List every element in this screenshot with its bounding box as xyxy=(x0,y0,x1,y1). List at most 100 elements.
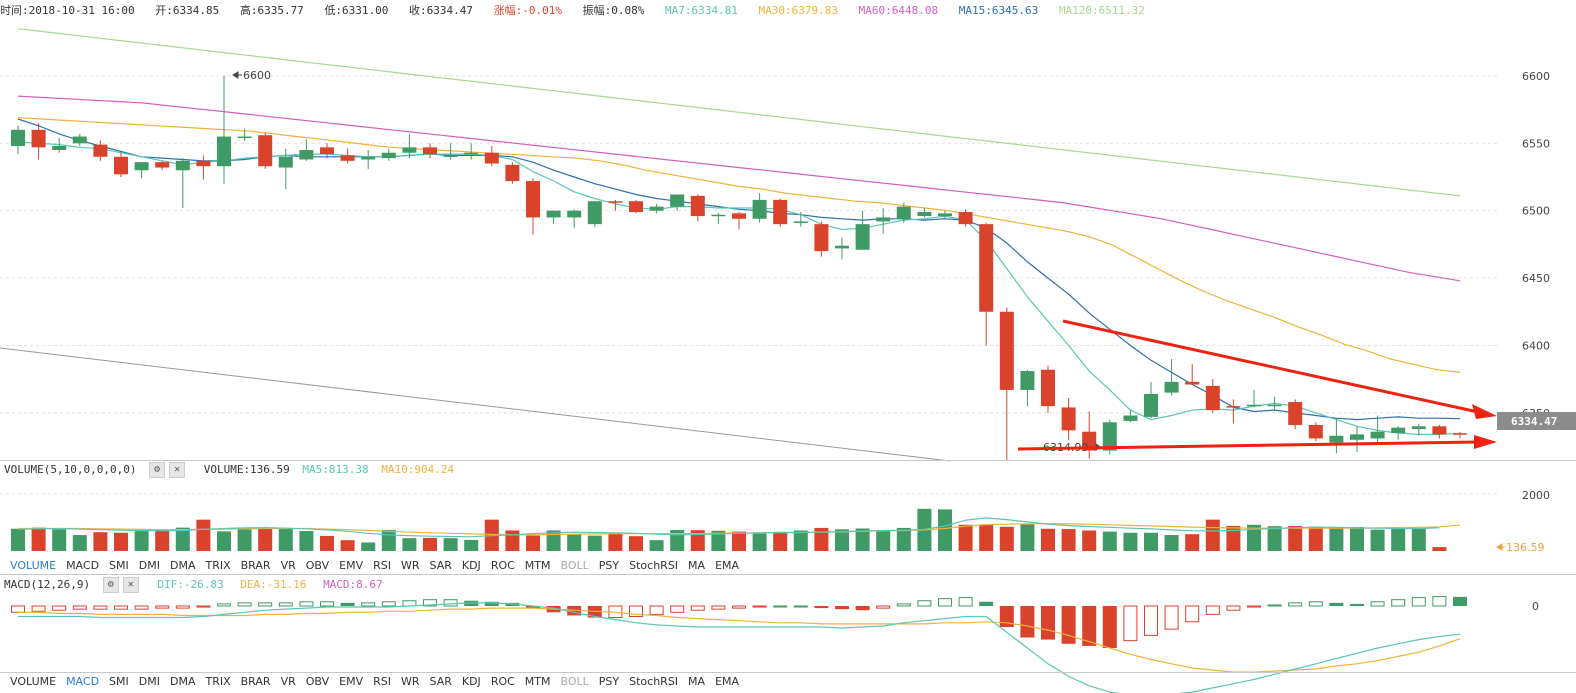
tab-sar[interactable]: SAR xyxy=(429,559,452,572)
tab-vr[interactable]: VR xyxy=(280,675,296,688)
tab-mtm[interactable]: MTM xyxy=(524,675,551,688)
candle-body xyxy=(505,164,520,182)
candle-body xyxy=(690,195,705,217)
candle-body xyxy=(896,206,911,219)
tab-smi[interactable]: SMI xyxy=(109,559,129,572)
volume-ma5-line xyxy=(17,517,1440,538)
volume-bar xyxy=(258,527,273,551)
candle xyxy=(278,148,293,190)
tab-volume[interactable]: VOLUME xyxy=(10,559,57,572)
candle xyxy=(814,221,829,257)
candle xyxy=(320,143,334,159)
tab-emv[interactable]: EMV xyxy=(339,675,364,688)
tab-sar[interactable]: SAR xyxy=(429,675,452,688)
volume-bar xyxy=(1370,529,1385,551)
candle-body xyxy=(732,213,746,219)
tab-macd[interactable]: MACD xyxy=(66,675,100,688)
tab-rsi[interactable]: RSI xyxy=(373,559,391,572)
red-trend-arrows xyxy=(1017,319,1497,451)
red-trend-line-upper xyxy=(1062,319,1479,414)
volume-bar xyxy=(855,528,870,551)
tab-kdj[interactable]: KDJ xyxy=(461,675,481,688)
candle-body xyxy=(1288,402,1303,425)
candle-body xyxy=(1185,381,1200,385)
candle-body xyxy=(1041,369,1055,407)
macd-settings-gear-icon[interactable]: ⚙ xyxy=(102,577,119,593)
volume-settings-gear-icon[interactable]: ⚙ xyxy=(149,462,166,478)
volume-bar xyxy=(896,527,911,551)
tab-rsi[interactable]: RSI xyxy=(373,675,391,688)
candle xyxy=(649,203,664,214)
volume-close-icon[interactable]: ✕ xyxy=(169,462,186,478)
tab-dmi[interactable]: DMI xyxy=(138,559,160,572)
tab-psy[interactable]: PSY xyxy=(598,559,620,572)
info-change: 涨幅:-0.01% xyxy=(493,4,563,17)
volume-bar xyxy=(361,542,376,551)
tab-obv[interactable]: OBV xyxy=(305,675,330,688)
tab-wr[interactable]: WR xyxy=(400,559,420,572)
info-close: 收:6334.47 xyxy=(409,4,474,17)
volume-bar xyxy=(1411,527,1426,551)
candle-body xyxy=(938,213,952,217)
candle-body xyxy=(381,152,396,159)
tab-brar[interactable]: BRAR xyxy=(240,675,271,688)
volume-axis-tick-2000: 2000 xyxy=(1522,489,1550,502)
tab-ema[interactable]: EMA xyxy=(715,559,740,572)
tab-smi[interactable]: SMI xyxy=(109,675,129,688)
tab-mtm[interactable]: MTM xyxy=(524,559,551,572)
volume-bar xyxy=(1123,532,1138,551)
tab-dma[interactable]: DMA xyxy=(169,675,196,688)
candle xyxy=(1411,423,1426,436)
tab-trix[interactable]: TRIX xyxy=(205,559,231,572)
candle xyxy=(1288,399,1303,430)
tab-dma[interactable]: DMA xyxy=(169,559,196,572)
volume-bar xyxy=(1247,524,1261,551)
tab-stochrsi[interactable]: StochRSI xyxy=(629,675,679,688)
volume-current-arrow-icon xyxy=(1496,543,1505,551)
tab-macd[interactable]: MACD xyxy=(66,559,100,572)
volume-indicator-title: VOLUME(5,10,0,0,0,0) xyxy=(4,463,137,476)
volume-bar xyxy=(999,526,1014,551)
candle xyxy=(464,143,479,160)
macd-close-icon[interactable]: ✕ xyxy=(122,577,139,593)
tab-boll[interactable]: BOLL xyxy=(560,559,589,572)
tab-roc[interactable]: ROC xyxy=(490,675,515,688)
tab-brar[interactable]: BRAR xyxy=(240,559,271,572)
candle-body xyxy=(917,212,932,217)
candle-body xyxy=(835,245,849,249)
macd-bar xyxy=(134,605,149,610)
tab-roc[interactable]: ROC xyxy=(490,559,515,572)
tab-dmi[interactable]: DMI xyxy=(138,675,160,688)
tab-volume[interactable]: VOLUME xyxy=(10,675,57,688)
macd-bar xyxy=(1453,596,1467,606)
tab-ma[interactable]: MA xyxy=(688,559,706,572)
candle-body xyxy=(1164,381,1179,393)
tab-emv[interactable]: EMV xyxy=(339,559,364,572)
tab-ema[interactable]: EMA xyxy=(715,675,740,688)
macd-bar xyxy=(1041,606,1055,640)
volume-bar xyxy=(1350,527,1364,551)
high-annotation: 6600 xyxy=(243,69,271,82)
candle-body xyxy=(93,144,108,157)
macd-bar xyxy=(958,597,973,607)
macd-bar xyxy=(814,606,829,609)
tab-obv[interactable]: OBV xyxy=(305,559,330,572)
volume-bar xyxy=(711,530,726,551)
tab-wr[interactable]: WR xyxy=(400,675,420,688)
tab-stochrsi[interactable]: StochRSI xyxy=(629,559,679,572)
indicator-tabs-macd: VOLUME MACD SMI DMI DMA TRIX BRAR VR OBV EMV RSI WR… xyxy=(0,674,739,690)
volume-bar xyxy=(629,536,643,551)
tab-ma[interactable]: MA xyxy=(688,675,706,688)
candle xyxy=(1453,432,1467,439)
candle-body xyxy=(752,199,767,219)
tab-psy[interactable]: PSY xyxy=(598,675,620,688)
volume-bar xyxy=(114,532,128,551)
tab-trix[interactable]: TRIX xyxy=(205,675,231,688)
info-time: 时间:2018-10-31 16:00 xyxy=(0,4,135,17)
tab-boll[interactable]: BOLL xyxy=(560,675,589,688)
macd-bar xyxy=(237,602,252,607)
tab-vr[interactable]: VR xyxy=(280,559,296,572)
macd-bar xyxy=(381,601,396,607)
macd-bar xyxy=(670,605,685,613)
tab-kdj[interactable]: KDJ xyxy=(461,559,481,572)
